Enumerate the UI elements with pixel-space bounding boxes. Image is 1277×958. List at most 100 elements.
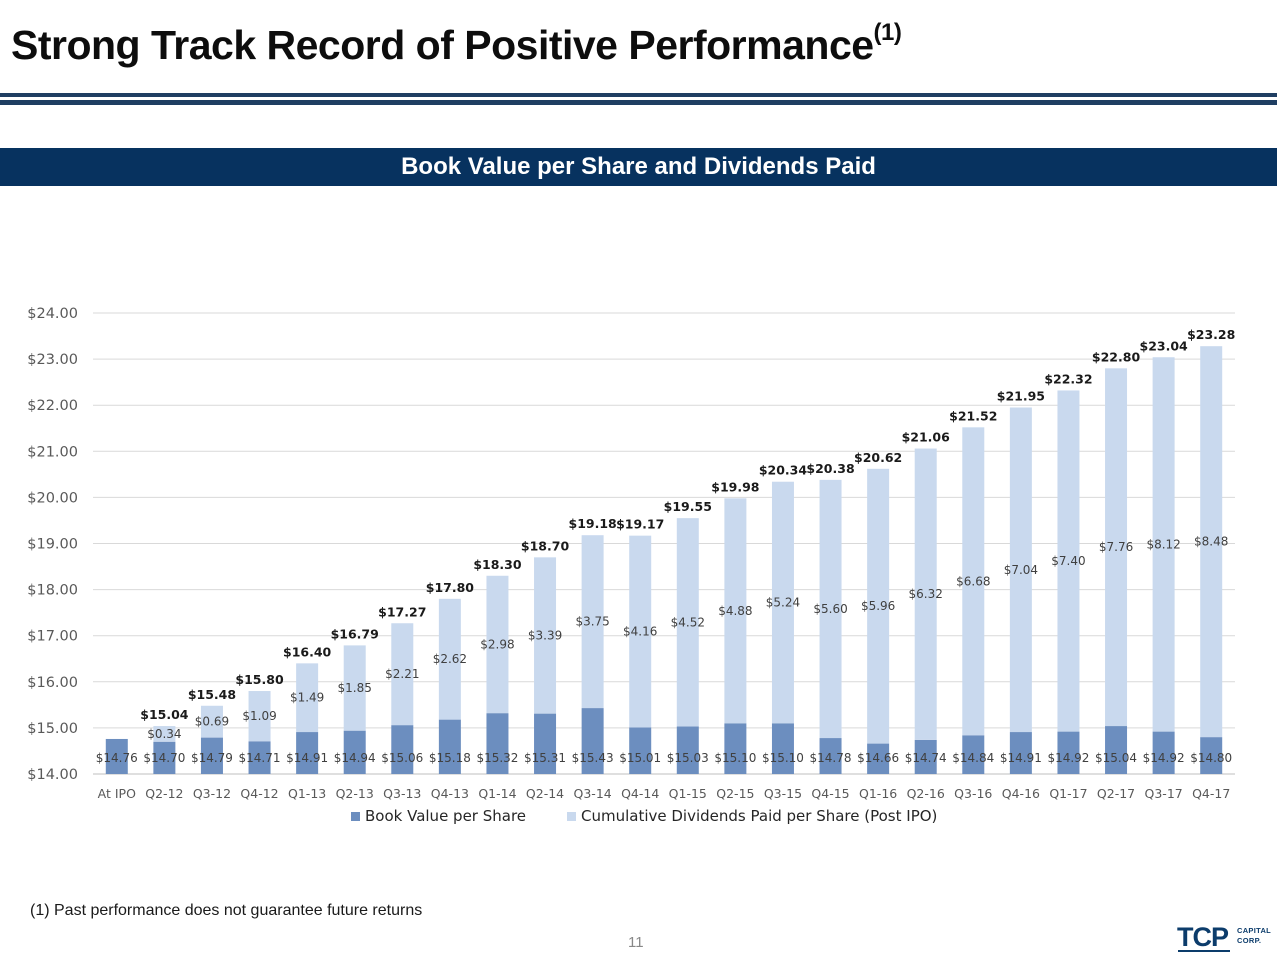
x-tick-label: Q3-16 bbox=[954, 786, 992, 801]
bar-cumulative-dividends bbox=[486, 575, 509, 714]
total-label: $23.28 bbox=[1187, 327, 1235, 342]
bar-book-value bbox=[629, 727, 652, 774]
bar-book-value bbox=[581, 708, 604, 774]
x-tick-label: Q3-12 bbox=[193, 786, 231, 801]
x-tick-label: Q3-17 bbox=[1145, 786, 1183, 801]
book-value-label: $14.91 bbox=[286, 751, 328, 765]
y-axis: $14.00 $15.00 $16.00 $17.00 $18.00 $19.00 $20.… bbox=[27, 306, 78, 783]
bar-cumulative-dividends bbox=[1057, 390, 1080, 732]
bar-cumulative-dividends bbox=[438, 598, 461, 720]
total-label: $20.62 bbox=[854, 450, 902, 465]
bar-cumulative-dividends bbox=[1009, 407, 1032, 733]
bar-cumulative-dividends bbox=[391, 623, 414, 726]
bar-book-value bbox=[724, 723, 747, 774]
x-tick-label: Q1-14 bbox=[478, 786, 516, 801]
bar-cumulative-dividends bbox=[676, 518, 699, 727]
x-tick-label: Q2-17 bbox=[1097, 786, 1135, 801]
y-tick-label: $16.00 bbox=[27, 675, 78, 691]
bar-book-value bbox=[296, 732, 319, 774]
total-label: $20.38 bbox=[806, 461, 854, 476]
bar-book-value bbox=[1009, 732, 1032, 774]
bar-book-value bbox=[1200, 737, 1223, 774]
bar-book-value bbox=[486, 713, 509, 774]
total-label: $16.79 bbox=[331, 626, 379, 641]
book-value-label: $14.80 bbox=[1190, 751, 1232, 765]
bar-book-value bbox=[771, 723, 794, 774]
y-tick-label: $14.00 bbox=[27, 767, 78, 783]
logo-underline bbox=[1178, 950, 1230, 952]
x-tick-label: Q4-14 bbox=[621, 786, 659, 801]
bar-cumulative-dividends bbox=[962, 427, 985, 736]
book-value-label: $15.43 bbox=[572, 751, 614, 765]
bar-book-value bbox=[1105, 726, 1128, 774]
bar-book-value bbox=[248, 741, 271, 774]
total-label: $16.40 bbox=[283, 644, 332, 659]
book-value-label: $15.18 bbox=[429, 751, 471, 765]
bar-cumulative-dividends bbox=[153, 726, 176, 742]
chart-legend: Book Value per Share Cumulative Dividends… bbox=[351, 807, 937, 825]
title-footnote-marker: (1) bbox=[873, 19, 902, 47]
dividends-label: $3.39 bbox=[528, 628, 562, 642]
bar-book-value bbox=[676, 726, 699, 774]
bar-cumulative-dividends bbox=[771, 481, 794, 724]
bar-book-value bbox=[105, 738, 128, 774]
book-value-label: $15.10 bbox=[762, 751, 804, 765]
chart-bars bbox=[105, 346, 1223, 774]
book-value-label: $14.92 bbox=[1143, 751, 1185, 765]
bar-cumulative-dividends bbox=[914, 448, 937, 740]
bar-book-value bbox=[962, 735, 985, 774]
dividends-label: $3.75 bbox=[575, 615, 609, 629]
x-tick-label: At IPO bbox=[98, 786, 136, 801]
dividends-label: $8.12 bbox=[1146, 537, 1180, 551]
book-value-label: $14.76 bbox=[96, 751, 138, 765]
book-value-label: $14.74 bbox=[905, 751, 947, 765]
dividends-label: $7.76 bbox=[1099, 540, 1133, 554]
dividends-label: $2.62 bbox=[433, 652, 467, 666]
total-label: $22.80 bbox=[1092, 349, 1141, 364]
y-tick-label: $21.00 bbox=[27, 444, 78, 460]
book-value-label: $15.06 bbox=[381, 751, 423, 765]
bar-cumulative-dividends bbox=[1152, 357, 1175, 732]
title-divider-bottom bbox=[0, 100, 1277, 105]
x-tick-label: Q1-17 bbox=[1049, 786, 1087, 801]
x-tick-label: Q4-17 bbox=[1192, 786, 1230, 801]
bar-book-value bbox=[438, 719, 461, 774]
total-label: $17.80 bbox=[426, 580, 475, 595]
book-value-dividends-chart: $14.00 $15.00 $16.00 $17.00 $18.00 $19.00 $20.… bbox=[27, 306, 1235, 825]
dividends-label: $5.96 bbox=[861, 599, 895, 613]
bar-book-value bbox=[200, 737, 223, 774]
dividends-label: $2.98 bbox=[480, 637, 514, 651]
book-value-label: $14.70 bbox=[143, 751, 185, 765]
total-label: $22.32 bbox=[1044, 371, 1092, 386]
dividends-label: $1.85 bbox=[338, 681, 372, 695]
total-label: $21.95 bbox=[997, 389, 1045, 404]
x-tick-label: Q3-13 bbox=[383, 786, 421, 801]
bar-cumulative-dividends bbox=[343, 645, 366, 731]
y-tick-label: $23.00 bbox=[27, 352, 78, 368]
total-label: $18.30 bbox=[473, 557, 522, 572]
x-tick-label: Q1-16 bbox=[859, 786, 897, 801]
total-label: $19.18 bbox=[569, 516, 617, 531]
y-tick-label: $15.00 bbox=[27, 721, 78, 737]
book-value-label: $15.10 bbox=[714, 751, 756, 765]
x-tick-label: Q4-13 bbox=[431, 786, 469, 801]
chart-banner: Book Value per Share and Dividends Paid bbox=[0, 148, 1277, 186]
total-label: $19.98 bbox=[711, 479, 759, 494]
y-tick-label: $24.00 bbox=[27, 306, 78, 322]
legend-label-book-value: Book Value per Share bbox=[365, 807, 526, 825]
bar-cumulative-dividends bbox=[534, 557, 557, 714]
y-tick-label: $17.00 bbox=[27, 629, 78, 645]
total-label: $15.80 bbox=[235, 672, 284, 687]
title-divider-top bbox=[0, 93, 1277, 97]
x-tick-label: Q2-15 bbox=[716, 786, 754, 801]
total-label: $17.27 bbox=[378, 604, 426, 619]
dividends-label: $8.48 bbox=[1194, 535, 1228, 549]
bar-cumulative-dividends bbox=[581, 535, 604, 709]
logo-subtext: CAPITAL CORP. bbox=[1237, 926, 1271, 945]
book-value-label: $14.79 bbox=[191, 751, 233, 765]
book-value-label: $14.91 bbox=[1000, 751, 1042, 765]
total-label: $21.52 bbox=[949, 408, 997, 423]
book-value-label: $14.92 bbox=[1047, 751, 1089, 765]
total-label: $21.06 bbox=[902, 430, 951, 445]
x-tick-label: Q1-13 bbox=[288, 786, 326, 801]
